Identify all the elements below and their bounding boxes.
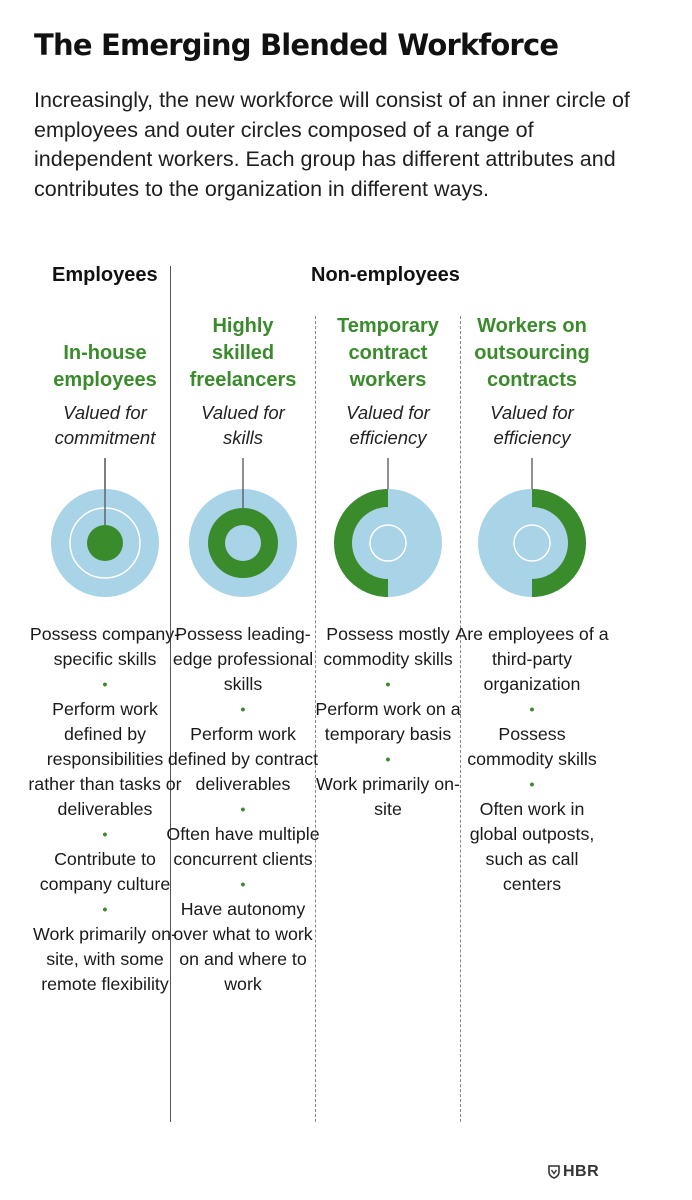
column-in-house-employees: In-house employees Valued for commitment… (28, 310, 181, 994)
logo-text: HBR (563, 1163, 600, 1180)
column-title-line: outsourcing (474, 342, 590, 364)
trait-item: Have autonomy over what to work on and w… (173, 899, 313, 994)
page-title: The Emerging Blended Workforce (34, 28, 559, 62)
column-title-line: Temporary (337, 315, 439, 337)
inner-circle (225, 525, 261, 561)
bullet-dot: • (529, 701, 535, 717)
bullet-dot: • (102, 826, 108, 842)
valued-line: Valued for (490, 402, 574, 423)
valued-line: efficiency (493, 427, 571, 448)
bullet-dot: • (102, 676, 108, 692)
bullet-dot: • (240, 701, 246, 717)
hbr-logo: HBR (548, 1163, 599, 1181)
column-title-line: Workers on (477, 315, 587, 337)
column-divider (315, 316, 316, 1122)
trait-item: Work primarily on-site (316, 774, 460, 819)
group-divider (170, 266, 171, 1122)
column-workers-on-outsourcing-contracts: Workers on outsourcing contracts Valued … (455, 310, 608, 894)
column-temporary-contract-workers: Temporary contract workers Valued for ef… (315, 310, 460, 819)
trait-item: Perform work defined by contract deliver… (167, 724, 319, 794)
concentric-circle-diagram (334, 458, 442, 597)
trait-list: Possess leading-edge professional skills… (166, 622, 320, 997)
column-title-line: workers (349, 369, 427, 391)
trait-item: Possess commodity skills (467, 724, 597, 769)
column-highly-skilled-freelancers: Highly skilled freelancers Valued for sk… (166, 310, 319, 994)
column-title-line: contract (348, 342, 428, 364)
column-title: Temporary contract workers (317, 310, 459, 394)
bullet-dot: • (240, 801, 246, 817)
column-title-line: contracts (486, 369, 577, 391)
middle-ring (496, 507, 568, 579)
inner-circle-highlight (87, 525, 123, 561)
middle-ring (352, 507, 424, 579)
trait-item: Work primarily on-site, with some remote… (33, 924, 177, 994)
shield-icon (548, 1165, 560, 1179)
column-title-line: In-house (63, 342, 147, 364)
valued-line: commitment (54, 427, 156, 448)
valued-for-label: Valued for efficiency (317, 400, 459, 450)
column-divider (460, 316, 461, 1122)
column-title-line: employees (53, 369, 157, 391)
column-title-line: freelancers (189, 369, 297, 391)
trait-item: Are employees of a third-party organizat… (455, 624, 609, 694)
inner-circle (513, 524, 551, 562)
bullet-dot: • (529, 776, 535, 792)
trait-list: Possess mostly commodity skills • Perfor… (311, 622, 465, 822)
trait-item: Possess leading-edge professional skills (172, 624, 314, 694)
valued-line: Valued for (63, 402, 147, 423)
valued-for-label: Valued for skills (172, 400, 314, 450)
column-title: Highly skilled freelancers (172, 310, 314, 394)
column-title: Workers on outsourcing contracts (461, 310, 603, 394)
group-label-non-employees: Non-employees (311, 264, 460, 286)
bullet-dot: • (102, 901, 108, 917)
bullet-dot: • (385, 751, 391, 767)
column-title: In-house employees (34, 310, 176, 394)
valued-line: Valued for (201, 402, 285, 423)
column-title-line: skilled (211, 342, 275, 364)
trait-item: Often have multiple concurrent clients (166, 824, 320, 869)
trait-item: Contribute to company culture (39, 849, 171, 894)
page-subtitle: Increasingly, the new workforce will con… (34, 88, 630, 201)
trait-item: Possess company-specific skills (29, 624, 181, 669)
trait-item: Often work in global outposts, such as c… (469, 799, 595, 894)
trait-item: Possess mostly commodity skills (323, 624, 453, 669)
column-title-line: Highly (212, 315, 274, 337)
valued-line: skills (222, 427, 264, 448)
concentric-circle-diagram (189, 458, 297, 597)
trait-list: Are employees of a third-party organizat… (455, 622, 609, 897)
group-label-employees: Employees (52, 264, 158, 286)
trait-list: Possess company-specific skills • Perfor… (28, 622, 182, 997)
valued-line: efficiency (349, 427, 427, 448)
valued-for-label: Valued for efficiency (461, 400, 603, 450)
concentric-circle-diagram (478, 458, 586, 597)
bullet-dot: • (240, 876, 246, 892)
valued-line: Valued for (346, 402, 430, 423)
inner-circle (369, 524, 407, 562)
valued-for-label: Valued for commitment (34, 400, 176, 450)
trait-item: Perform work on a temporary basis (315, 699, 461, 744)
trait-item: Perform work defined by responsibilities… (28, 699, 182, 819)
concentric-circle-diagram (51, 458, 159, 597)
bullet-dot: • (385, 676, 391, 692)
